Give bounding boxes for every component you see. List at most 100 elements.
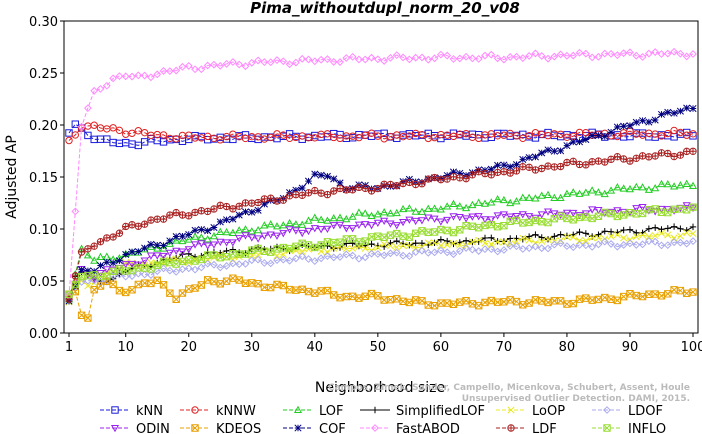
data-point — [311, 134, 319, 142]
data-point — [78, 266, 86, 274]
data-point — [65, 136, 73, 145]
data-point — [90, 121, 98, 129]
data-point — [613, 183, 622, 191]
data-point — [84, 104, 92, 113]
data-point — [380, 208, 389, 216]
data-point — [349, 186, 356, 193]
data-point — [242, 199, 249, 207]
data-point — [235, 260, 244, 269]
data-point — [210, 205, 218, 213]
data-point — [343, 240, 350, 247]
data-point — [216, 263, 225, 272]
data-point — [493, 298, 502, 306]
data-point — [172, 295, 180, 304]
data-point — [374, 292, 382, 300]
data-point — [355, 133, 363, 142]
data-point — [569, 233, 577, 241]
data-point — [449, 55, 458, 63]
legend-item-cof: COF — [283, 422, 346, 434]
data-point — [436, 205, 445, 213]
data-point — [374, 185, 382, 192]
data-point — [613, 132, 622, 141]
data-point — [474, 213, 483, 221]
data-point — [386, 242, 395, 250]
data-point — [493, 194, 502, 203]
data-point — [392, 51, 401, 60]
data-point — [603, 424, 611, 432]
data-point — [84, 276, 92, 285]
data-point — [481, 51, 489, 60]
series-odin — [64, 202, 698, 304]
data-point — [342, 245, 350, 253]
data-point — [216, 218, 224, 226]
data-point — [594, 240, 603, 249]
data-point — [632, 233, 640, 241]
data-point — [664, 150, 671, 157]
data-point — [311, 170, 319, 178]
data-point — [71, 282, 79, 290]
data-point — [260, 221, 269, 229]
data-point — [576, 161, 583, 168]
data-point — [298, 247, 306, 256]
data-point — [493, 223, 502, 231]
data-point — [147, 216, 155, 224]
data-point — [455, 247, 464, 255]
data-point — [273, 245, 281, 253]
data-point — [298, 229, 307, 238]
data-point — [556, 193, 565, 202]
data-point — [348, 212, 357, 220]
data-point — [532, 166, 539, 174]
data-point — [563, 232, 571, 240]
legend-item-loop: LoOP — [496, 404, 565, 419]
data-point — [537, 52, 546, 60]
data-point — [638, 209, 647, 218]
data-point — [286, 192, 293, 200]
data-point — [537, 211, 546, 219]
data-point — [575, 189, 584, 197]
data-point — [575, 213, 584, 222]
data-point — [147, 259, 155, 267]
data-point — [468, 54, 477, 63]
data-point — [500, 222, 508, 230]
data-point — [519, 301, 527, 309]
data-point — [241, 232, 250, 240]
data-point — [228, 58, 237, 66]
data-point — [210, 253, 218, 261]
data-point — [437, 176, 445, 183]
data-point — [159, 242, 168, 250]
data-point — [664, 231, 672, 239]
data-point — [411, 248, 420, 257]
plot-frame — [63, 20, 699, 334]
data-point — [614, 153, 621, 160]
data-point — [525, 52, 534, 60]
data-point — [141, 221, 148, 228]
data-point — [538, 234, 545, 241]
data-point — [71, 280, 80, 289]
data-point — [348, 52, 357, 61]
data-point — [210, 223, 218, 232]
data-point — [658, 226, 665, 233]
data-point — [172, 209, 180, 216]
data-point — [468, 300, 477, 308]
data-point — [506, 240, 514, 248]
data-point — [570, 158, 577, 165]
data-point — [481, 170, 489, 177]
data-point — [633, 155, 640, 162]
data-point — [147, 271, 155, 279]
data-point — [487, 245, 496, 254]
data-point — [216, 280, 224, 288]
data-point — [311, 187, 319, 194]
data-point — [507, 235, 514, 242]
data-point — [273, 252, 281, 260]
data-point — [462, 215, 471, 223]
data-point — [581, 49, 590, 58]
data-point — [380, 217, 389, 226]
data-point — [178, 62, 187, 71]
data-point — [380, 181, 388, 188]
data-point — [506, 217, 514, 226]
data-point — [481, 234, 489, 242]
data-point — [689, 288, 697, 296]
data-point — [310, 213, 319, 221]
data-point — [223, 203, 230, 210]
data-point — [620, 226, 627, 234]
